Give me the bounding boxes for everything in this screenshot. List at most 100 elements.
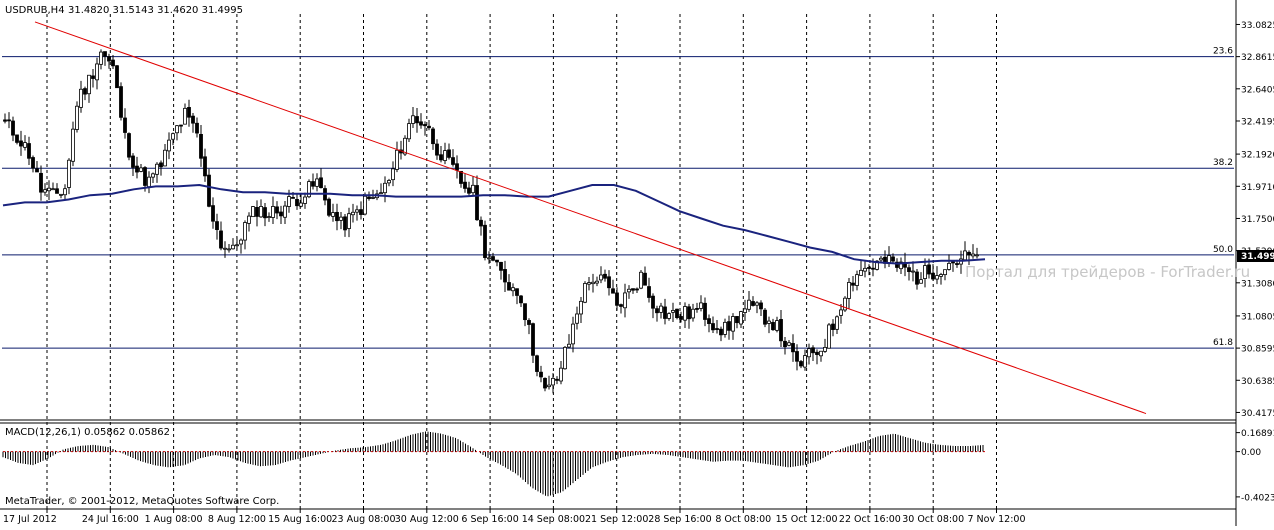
candle-body bbox=[431, 128, 435, 145]
candle-body bbox=[415, 116, 419, 124]
candle-body bbox=[351, 211, 355, 216]
candle-body bbox=[239, 239, 243, 245]
candle-body bbox=[763, 309, 767, 325]
candle-body bbox=[299, 202, 303, 207]
candle-body bbox=[3, 119, 7, 122]
candle-body bbox=[439, 154, 443, 161]
candle-body bbox=[571, 323, 575, 345]
candle-body bbox=[419, 121, 423, 126]
candle-body bbox=[527, 320, 531, 325]
candle-body bbox=[715, 328, 719, 330]
candle-body bbox=[651, 295, 655, 309]
x-tick-label: 7 Nov 12:00 bbox=[967, 514, 1025, 525]
candle-body bbox=[435, 143, 439, 156]
candle-body bbox=[271, 206, 275, 218]
candle-body bbox=[227, 248, 231, 251]
candle-body bbox=[871, 267, 875, 270]
candle-body bbox=[307, 181, 311, 198]
macd-title: MACD(12,26,1) 0.05862 0.05862 bbox=[5, 427, 170, 438]
macd-tick-label: 0.16891 bbox=[1241, 429, 1274, 439]
candle-body bbox=[783, 340, 787, 348]
candle-body bbox=[103, 51, 107, 57]
candle-body bbox=[327, 198, 331, 216]
y-tick-label: 33.0825 bbox=[1241, 21, 1274, 31]
candle-body bbox=[7, 119, 11, 122]
candle-body bbox=[955, 263, 959, 265]
candle-body bbox=[339, 216, 343, 221]
candle-body bbox=[539, 371, 543, 378]
x-tick-label: 17 Jul 2012 bbox=[3, 514, 57, 525]
fib-level-label: 50.0 bbox=[1213, 245, 1233, 255]
candle-body bbox=[507, 282, 511, 291]
candle-body bbox=[251, 206, 255, 218]
candle-body bbox=[627, 288, 631, 293]
moving-average-line bbox=[2, 183, 986, 265]
candle-body bbox=[67, 159, 71, 188]
copyright-text: MetaTrader, © 2001-2012, MetaQuotes Soft… bbox=[5, 496, 279, 507]
trendline bbox=[34, 21, 1147, 415]
candle-body bbox=[531, 323, 535, 356]
candle-body bbox=[819, 350, 823, 357]
candle-body bbox=[567, 343, 571, 348]
candle-body bbox=[951, 261, 955, 264]
y-tick-label: 32.6405 bbox=[1241, 85, 1274, 95]
candle-body bbox=[635, 288, 639, 291]
candle-body bbox=[687, 306, 691, 320]
candle-body bbox=[19, 140, 23, 147]
candle-body bbox=[287, 196, 291, 207]
candle-body bbox=[703, 302, 707, 320]
candle-body bbox=[111, 59, 115, 67]
candle-body bbox=[647, 286, 651, 298]
candle-body bbox=[391, 168, 395, 181]
candle-body bbox=[87, 74, 91, 95]
candle-body bbox=[123, 117, 127, 133]
candle-body bbox=[219, 230, 223, 249]
candle-body bbox=[643, 272, 647, 286]
candle-body bbox=[851, 282, 855, 286]
candle-body bbox=[31, 157, 35, 169]
candle-body bbox=[487, 257, 491, 260]
candle-body bbox=[935, 275, 939, 280]
candle-body bbox=[275, 206, 279, 214]
candle-body bbox=[847, 282, 851, 299]
candle-body bbox=[167, 139, 171, 152]
candle-body bbox=[187, 107, 191, 118]
candle-body bbox=[895, 261, 899, 268]
candle-body bbox=[75, 105, 79, 130]
candle-body bbox=[139, 167, 143, 172]
candle-body bbox=[135, 165, 139, 173]
candle-body bbox=[131, 155, 135, 168]
candle-body bbox=[911, 270, 915, 273]
candle-body bbox=[223, 247, 227, 250]
candle-body bbox=[831, 323, 835, 330]
x-tick-label: 30 Aug 12:00 bbox=[395, 514, 459, 525]
candle-body bbox=[755, 302, 759, 306]
candle-body bbox=[231, 244, 235, 250]
candle-body bbox=[767, 320, 771, 324]
candle-body bbox=[491, 256, 495, 261]
candle-body bbox=[711, 323, 715, 331]
candle-body bbox=[759, 302, 763, 310]
candle-body bbox=[199, 134, 203, 159]
candle-body bbox=[919, 279, 923, 284]
y-tick-label: 31.3080 bbox=[1241, 279, 1274, 289]
y-tick-label: 31.9710 bbox=[1241, 183, 1274, 193]
candle-body bbox=[331, 212, 335, 217]
candle-body bbox=[735, 316, 739, 324]
candle-body bbox=[907, 267, 911, 272]
candle-body bbox=[115, 65, 119, 89]
candle-body bbox=[363, 195, 367, 215]
candle-body bbox=[463, 181, 467, 189]
candle-body bbox=[163, 149, 167, 167]
candle-body bbox=[91, 75, 95, 79]
candle-body bbox=[411, 115, 415, 124]
candle-body bbox=[427, 125, 431, 129]
candle-body bbox=[695, 308, 699, 310]
candle-body bbox=[483, 224, 487, 258]
candle-body bbox=[83, 88, 87, 95]
candle-body bbox=[343, 216, 347, 231]
candle-body bbox=[59, 193, 63, 196]
x-tick-label: 21 Sep 12:00 bbox=[585, 514, 648, 525]
candle-body bbox=[587, 282, 591, 285]
candle-body bbox=[151, 173, 155, 178]
